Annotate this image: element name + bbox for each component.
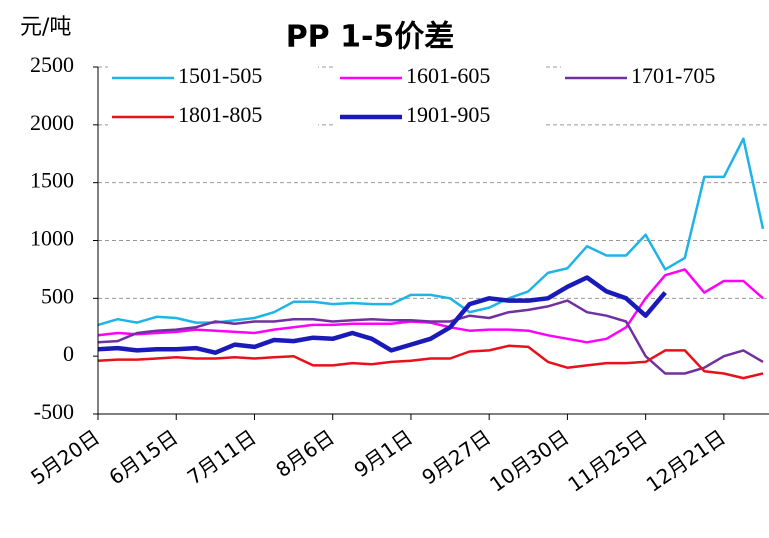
legend-label: 1801-805 (178, 102, 262, 127)
legend-label: 1701-705 (631, 63, 715, 88)
x-tick-label: 11月25日 (563, 425, 651, 497)
series-line (97, 268, 764, 344)
x-tick-label: 7月11日 (183, 425, 261, 490)
legend-label: 1501-505 (178, 63, 262, 88)
y-tick-label: -500 (34, 399, 74, 424)
x-tick-label: 10月30日 (485, 425, 573, 497)
x-tick-label: 9月27日 (417, 425, 495, 490)
series-line (97, 299, 764, 375)
series-line (97, 275, 667, 355)
y-tick-label: 2500 (30, 52, 74, 77)
y-tick-label: 1000 (30, 226, 74, 251)
x-tick-label: 9月1日 (350, 425, 417, 482)
x-tick-label: 6月15日 (104, 425, 182, 490)
plot-area (97, 137, 765, 380)
x-tick-label: 5月20日 (26, 425, 104, 490)
y-tick-label: 2000 (30, 110, 74, 135)
x-tick-label: 12月21日 (642, 425, 730, 497)
y-tick-label: 0 (63, 341, 74, 366)
y-tick-label: 1500 (30, 168, 74, 193)
legend-label: 1901-905 (406, 102, 490, 127)
y-axis-unit: 元/吨 (20, 15, 71, 40)
legend-label: 1601-605 (406, 63, 490, 88)
y-tick-label: 500 (41, 283, 74, 308)
series-line (97, 344, 764, 380)
x-tick-label: 8月6日 (271, 425, 338, 482)
chart-title: PP 1-5价差 (286, 20, 455, 55)
legend: 1501-505 1601-605 1701-705 1801-805 1901-905 (108, 63, 769, 130)
